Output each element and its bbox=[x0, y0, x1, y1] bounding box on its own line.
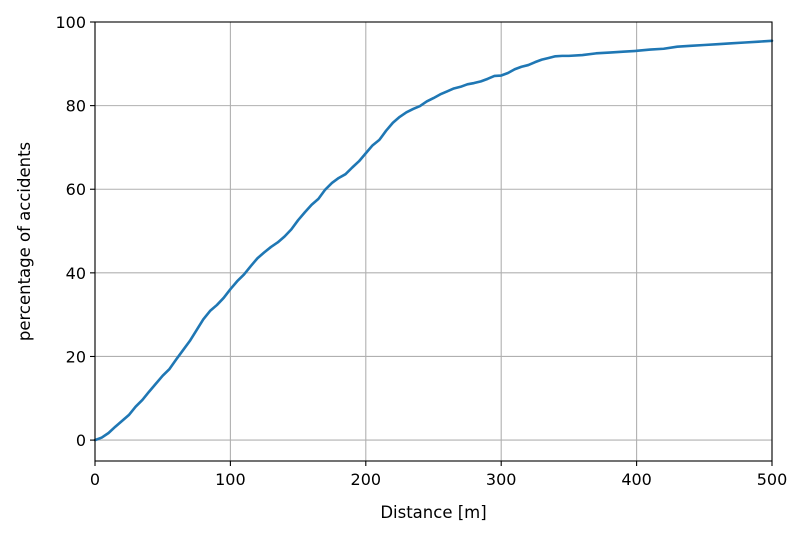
series-line bbox=[93, 39, 774, 442]
x-tick-label: 0 bbox=[90, 470, 100, 489]
x-tick-label: 500 bbox=[757, 470, 788, 489]
y-tick-label: 100 bbox=[55, 13, 86, 32]
x-tick-label: 100 bbox=[215, 470, 246, 489]
y-tick-label: 40 bbox=[66, 264, 86, 283]
plot-area-frame bbox=[94, 21, 773, 462]
x-tick-label: 400 bbox=[621, 470, 652, 489]
x-tick-label: 300 bbox=[486, 470, 517, 489]
grid-lines bbox=[94, 21, 773, 461]
y-tick-label: 60 bbox=[66, 180, 86, 199]
x-tick-label: 200 bbox=[351, 470, 382, 489]
y-tick-label: 80 bbox=[66, 97, 86, 116]
y-tick-label: 20 bbox=[66, 347, 86, 366]
axis-ticks: 0 100 200 300 400 500 0 20 40 60 80 100 bbox=[55, 13, 787, 489]
x-axis-label: Distance [m] bbox=[380, 503, 486, 522]
y-axis-label: percentage of accidents bbox=[15, 142, 34, 341]
y-tick-label: 0 bbox=[76, 431, 86, 450]
